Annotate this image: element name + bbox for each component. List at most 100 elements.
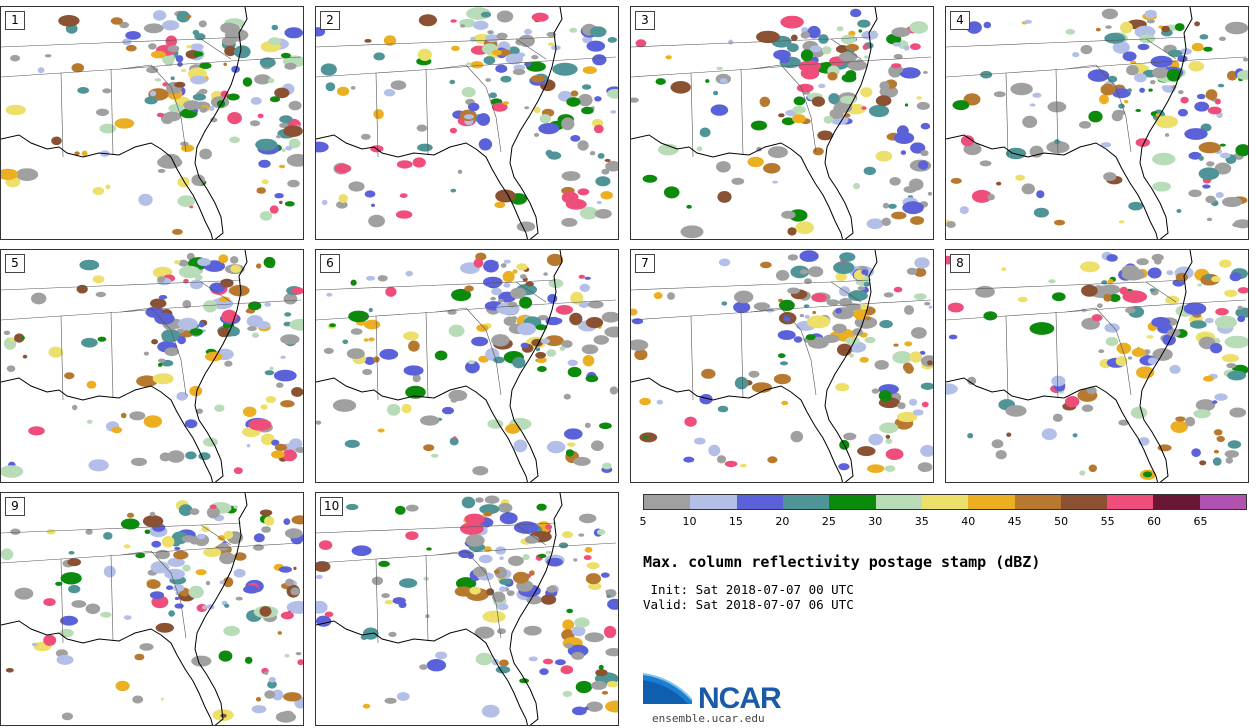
radar-echo [513, 439, 528, 453]
radar-echo [564, 428, 583, 440]
radar-echo [1131, 347, 1146, 357]
radar-echo [1107, 279, 1114, 284]
valid-time: Valid: Sat 2018-07-07 06 UTC [643, 597, 854, 612]
radar-echo [46, 529, 56, 535]
radar-echo [174, 546, 181, 551]
radar-echo [1135, 138, 1150, 147]
radar-echo [574, 617, 590, 628]
radar-echo [178, 504, 193, 516]
radar-echo [491, 287, 502, 296]
radar-echo [919, 350, 926, 355]
radar-echo [547, 42, 555, 47]
radar-echo [569, 27, 578, 33]
radar-echo [58, 15, 80, 27]
radar-echo [506, 590, 515, 596]
radar-echo [149, 90, 157, 97]
radar-echo [759, 96, 771, 108]
colorbar-segment [968, 495, 1015, 509]
radar-echo [909, 21, 929, 34]
radar-echo [885, 434, 891, 439]
radar-echo [284, 653, 290, 658]
state-border [425, 554, 429, 642]
radar-echo [536, 503, 547, 511]
coastline [509, 7, 563, 239]
radar-echo [151, 540, 162, 548]
radar-echo [828, 93, 840, 105]
radar-echo [756, 30, 780, 44]
radar-echo [1215, 308, 1229, 316]
radar-echo [1178, 90, 1184, 95]
radar-echo [156, 112, 164, 118]
radar-echo [1136, 366, 1155, 379]
radar-echo [868, 433, 884, 446]
radar-echo [282, 710, 294, 717]
radar-echo [595, 176, 611, 187]
coastline [509, 493, 563, 725]
radar-echo [529, 570, 535, 576]
init-time: Init: Sat 2018-07-07 00 UTC [643, 582, 854, 597]
radar-echo [922, 70, 928, 74]
radar-echo [185, 451, 197, 460]
radar-echo [562, 690, 573, 697]
radar-echo [1224, 450, 1239, 458]
radar-echo [863, 166, 876, 176]
radar-echo [364, 356, 376, 365]
radar-echo [683, 456, 695, 463]
radar-echo [168, 610, 175, 617]
radar-echo [1166, 68, 1181, 82]
state-border [946, 279, 1187, 291]
radar-echo [800, 49, 814, 62]
radar-echo [512, 356, 526, 369]
radar-echo [385, 286, 397, 297]
radar-echo [1010, 82, 1033, 96]
radar-echo [853, 182, 861, 190]
radar-echo [891, 211, 907, 220]
radar-echo [342, 339, 349, 345]
state-border [435, 550, 467, 556]
radar-echo [584, 422, 591, 428]
radar-echo [406, 504, 419, 512]
radar-echo [948, 334, 958, 340]
radar-echo [1032, 92, 1042, 98]
radar-echo [541, 594, 557, 605]
reflectivity-map [316, 7, 618, 239]
radar-echo [500, 75, 512, 83]
radar-echo [230, 256, 239, 264]
radar-echo [531, 12, 549, 22]
radar-echo [655, 78, 666, 85]
reflectivity-map [1, 7, 303, 239]
radar-echo [867, 464, 885, 473]
radar-echo [836, 45, 849, 54]
state-border [375, 558, 379, 644]
state-border [946, 36, 1187, 48]
radar-echo [68, 584, 81, 594]
state-border [465, 64, 502, 153]
logo-text: NCAR [698, 682, 782, 715]
radar-echo [885, 438, 893, 444]
radar-echo [115, 680, 130, 692]
colorbar-tick-label: 50 [1054, 515, 1069, 528]
radar-echo [196, 533, 206, 540]
radar-echo [1176, 209, 1182, 213]
radar-echo [812, 310, 817, 315]
radar-echo [952, 100, 970, 111]
radar-echo [478, 138, 493, 151]
radar-echo [1072, 52, 1080, 58]
radar-echo [1143, 471, 1153, 478]
state-border [1055, 311, 1059, 399]
radar-echo [1194, 101, 1210, 112]
radar-echo [705, 79, 710, 83]
reflectivity-map [946, 7, 1248, 239]
radar-echo [273, 369, 297, 382]
radar-echo [21, 336, 25, 340]
radar-echo [167, 45, 180, 53]
radar-echo [1109, 294, 1121, 302]
radar-echo [268, 37, 281, 45]
radar-echo [1205, 89, 1218, 101]
radar-echo [643, 435, 648, 439]
radar-echo [555, 305, 573, 315]
radar-echo [390, 80, 407, 90]
radar-echo [155, 622, 174, 633]
radar-echo [1222, 196, 1243, 208]
radar-echo [114, 118, 135, 129]
